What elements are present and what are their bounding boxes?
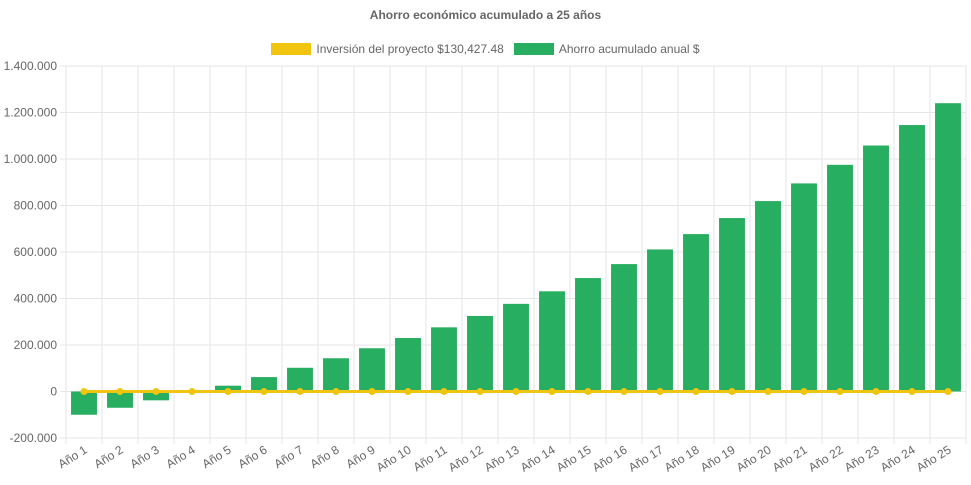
legend-item-inversion[interactable]: Inversión del proyecto $130,427.48 bbox=[271, 42, 504, 56]
bar-ahorro[interactable] bbox=[755, 201, 781, 392]
x-tick-label: Año 11 bbox=[411, 443, 450, 475]
point-inversion[interactable] bbox=[116, 388, 124, 395]
bar-ahorro[interactable] bbox=[539, 291, 565, 392]
x-tick-label: Año 13 bbox=[482, 443, 522, 475]
legend-item-ahorro[interactable]: Ahorro acumulado anual $ bbox=[513, 42, 700, 56]
point-inversion[interactable] bbox=[152, 388, 160, 395]
y-tick-label: 0 bbox=[50, 385, 57, 399]
x-tick-label: Año 2 bbox=[92, 442, 126, 471]
bar-ahorro[interactable] bbox=[683, 234, 709, 392]
y-tick-label: 1.200.000 bbox=[4, 106, 58, 120]
y-tick-label: 400.000 bbox=[14, 292, 58, 306]
x-tick-label: Año 9 bbox=[344, 442, 378, 471]
bar-ahorro[interactable] bbox=[503, 303, 529, 392]
bar-ahorro[interactable] bbox=[323, 358, 349, 392]
legend-swatch-inversion bbox=[271, 43, 312, 55]
point-inversion[interactable] bbox=[692, 388, 700, 395]
x-tick-label: Año 14 bbox=[518, 443, 558, 475]
legend-swatch-ahorro bbox=[513, 43, 554, 55]
legend-label-inversion: Inversión del proyecto $130,427.48 bbox=[316, 42, 504, 56]
x-tick-label: Año 4 bbox=[164, 442, 198, 471]
bar-ahorro[interactable] bbox=[467, 315, 493, 392]
y-tick-label: -200.000 bbox=[10, 431, 58, 445]
point-inversion[interactable] bbox=[440, 388, 448, 395]
point-inversion[interactable] bbox=[944, 388, 952, 395]
point-inversion[interactable] bbox=[584, 388, 592, 395]
x-tick-label: Año 25 bbox=[914, 443, 954, 475]
legend-label-ahorro: Ahorro acumulado anual $ bbox=[558, 42, 700, 56]
x-tick-label: Año 24 bbox=[878, 443, 918, 475]
point-inversion[interactable] bbox=[332, 388, 340, 395]
point-inversion[interactable] bbox=[908, 388, 916, 395]
bar-ahorro[interactable] bbox=[431, 327, 457, 392]
y-tick-label: 1.400.000 bbox=[4, 59, 58, 73]
bar-ahorro[interactable] bbox=[719, 218, 745, 392]
x-tick-label: Año 6 bbox=[236, 442, 270, 471]
point-inversion[interactable] bbox=[620, 388, 628, 395]
point-inversion[interactable] bbox=[836, 388, 844, 395]
x-tick-label: Año 3 bbox=[128, 442, 162, 471]
x-tick-label: Año 1 bbox=[56, 442, 90, 471]
bar-ahorro[interactable] bbox=[251, 377, 277, 392]
x-tick-label: Año 17 bbox=[626, 443, 666, 475]
point-inversion[interactable] bbox=[224, 388, 232, 395]
bar-ahorro[interactable] bbox=[863, 145, 889, 392]
point-inversion[interactable] bbox=[188, 388, 196, 395]
point-inversion[interactable] bbox=[296, 388, 304, 395]
chart-title: Ahorro económico acumulado a 25 años bbox=[369, 8, 602, 22]
point-inversion[interactable] bbox=[80, 388, 88, 395]
bar-ahorro[interactable] bbox=[647, 249, 673, 392]
bar-ahorro[interactable] bbox=[935, 103, 961, 392]
x-tick-label: Año 7 bbox=[272, 442, 306, 471]
y-tick-label: 200.000 bbox=[14, 338, 58, 352]
chart-legend: Inversión del proyecto $130,427.48 Ahorr… bbox=[0, 42, 971, 56]
point-inversion[interactable] bbox=[764, 388, 772, 395]
point-inversion[interactable] bbox=[728, 388, 736, 395]
bar-layer bbox=[71, 103, 961, 415]
point-inversion[interactable] bbox=[656, 388, 664, 395]
x-tick-label: Año 16 bbox=[590, 443, 630, 475]
point-inversion[interactable] bbox=[368, 388, 376, 395]
bar-ahorro[interactable] bbox=[143, 391, 169, 401]
line-layer bbox=[80, 388, 952, 395]
point-inversion[interactable] bbox=[476, 388, 484, 395]
x-tick-label: Año 12 bbox=[446, 443, 486, 475]
y-tick-label: 800.000 bbox=[14, 199, 58, 213]
bar-ahorro[interactable] bbox=[827, 164, 853, 392]
x-tick-label: Año 15 bbox=[554, 443, 594, 475]
bar-ahorro[interactable] bbox=[575, 278, 601, 392]
bar-ahorro[interactable] bbox=[359, 348, 385, 392]
bar-ahorro[interactable] bbox=[899, 125, 925, 392]
bar-ahorro[interactable] bbox=[611, 264, 637, 392]
x-tick-label: Año 8 bbox=[308, 442, 342, 471]
point-inversion[interactable] bbox=[548, 388, 556, 395]
point-inversion[interactable] bbox=[512, 388, 520, 395]
y-tick-label: 1.000.000 bbox=[4, 152, 58, 166]
bar-ahorro[interactable] bbox=[71, 391, 97, 415]
bar-ahorro[interactable] bbox=[287, 367, 313, 392]
x-tick-label: Año 23 bbox=[842, 443, 882, 475]
bar-ahorro[interactable] bbox=[107, 391, 133, 408]
point-inversion[interactable] bbox=[800, 388, 808, 395]
x-tick-label: Año 5 bbox=[200, 442, 234, 471]
point-inversion[interactable] bbox=[872, 388, 880, 395]
grid-layer bbox=[60, 65, 967, 444]
x-tick-label: Año 18 bbox=[662, 443, 702, 475]
x-tick-label: Año 20 bbox=[734, 443, 774, 475]
point-inversion[interactable] bbox=[260, 388, 268, 395]
x-tick-label: Año 21 bbox=[770, 443, 810, 475]
x-tick-label: Año 10 bbox=[374, 443, 414, 475]
y-tick-label: 600.000 bbox=[14, 245, 58, 259]
bar-ahorro[interactable] bbox=[791, 183, 817, 392]
point-inversion[interactable] bbox=[404, 388, 412, 395]
x-tick-label: Año 22 bbox=[806, 443, 846, 475]
bar-ahorro[interactable] bbox=[395, 338, 421, 392]
x-tick-label: Año 19 bbox=[698, 443, 738, 475]
